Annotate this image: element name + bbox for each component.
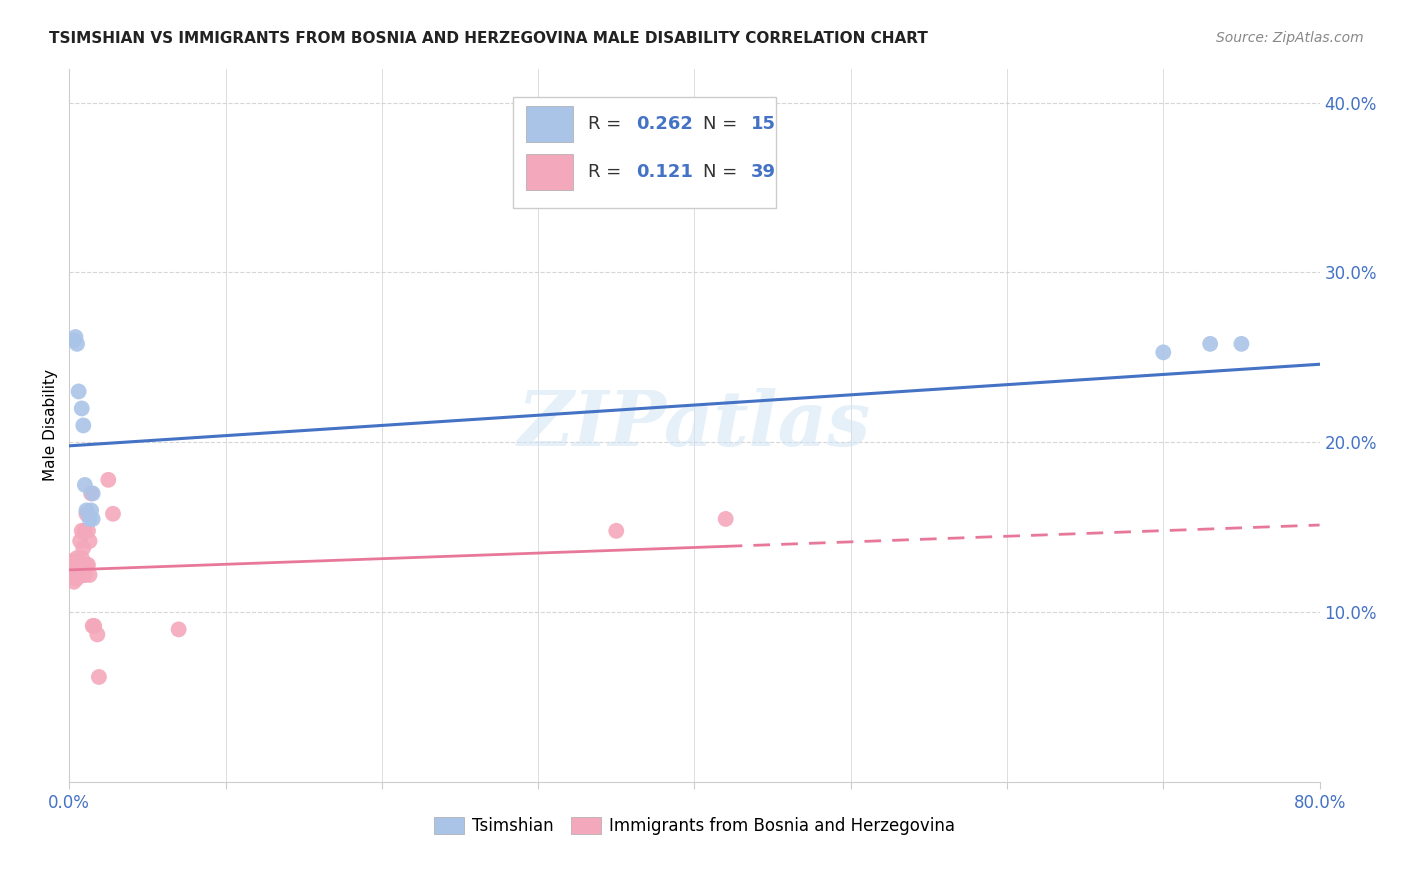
Point [1199,336,1222,351]
FancyBboxPatch shape [513,97,776,208]
Point [79,534,101,549]
Point [63,568,86,582]
Point [67,554,90,568]
Text: 0.121: 0.121 [636,163,693,181]
Point [87,670,110,684]
Point [60,563,83,577]
Point [75,507,97,521]
FancyBboxPatch shape [526,106,574,142]
Point [77,524,100,538]
Point [63,574,86,589]
Point [67,384,90,399]
Point [714,512,737,526]
Point [80,503,103,517]
Point [72,568,94,582]
Text: 39: 39 [751,163,776,181]
Text: R =: R = [588,115,627,133]
Point [65,563,87,577]
Point [1152,345,1174,359]
Point [70,401,93,416]
Point [73,524,96,538]
Point [66,561,89,575]
Text: 15: 15 [751,115,776,133]
Point [82,512,104,526]
Point [66,551,89,566]
Point [65,571,87,585]
Point [60,570,83,584]
Text: 0.262: 0.262 [636,115,693,133]
Point [80,486,103,500]
Point [77,558,100,572]
Point [82,486,104,500]
Point [66,336,89,351]
Y-axis label: Male Disability: Male Disability [44,369,58,482]
Point [65,554,87,568]
Point [72,418,94,433]
Point [67,568,90,582]
Point [79,512,101,526]
Point [63,559,86,574]
Point [70,551,93,566]
Point [86,627,108,641]
Point [1230,336,1253,351]
Point [65,330,87,344]
Point [167,623,190,637]
Point [101,507,124,521]
Point [605,524,627,538]
Text: N =: N = [703,115,744,133]
Text: TSIMSHIAN VS IMMIGRANTS FROM BOSNIA AND HERZEGOVINA MALE DISABILITY CORRELATION : TSIMSHIAN VS IMMIGRANTS FROM BOSNIA AND … [49,31,928,46]
Point [82,619,104,633]
Legend: Tsimshian, Immigrants from Bosnia and Herzegovina: Tsimshian, Immigrants from Bosnia and He… [434,816,955,835]
Point [72,541,94,555]
Point [83,619,105,633]
Point [75,503,97,517]
Point [63,334,86,348]
Point [73,568,96,582]
Text: R =: R = [588,163,633,181]
Point [59,554,82,568]
Point [69,534,91,549]
Text: ZIPatlas: ZIPatlas [517,388,870,462]
FancyBboxPatch shape [526,154,574,190]
Text: Source: ZipAtlas.com: Source: ZipAtlas.com [1216,31,1364,45]
Point [69,568,91,582]
Point [70,524,93,538]
Point [79,568,101,582]
Point [73,478,96,492]
Text: N =: N = [703,163,744,181]
Point [97,473,120,487]
Point [70,561,93,575]
Point [66,571,89,585]
Point [75,558,97,572]
